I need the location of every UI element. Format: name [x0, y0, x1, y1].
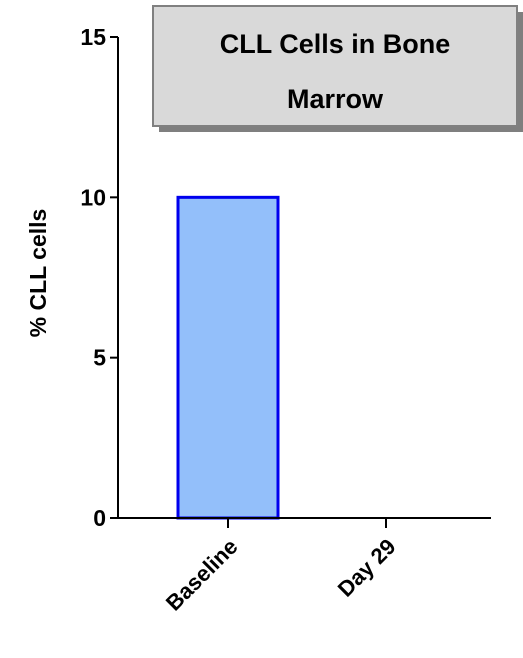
chart-title-line-1: CLL Cells in Bone	[220, 29, 451, 59]
y-tick-label-0: 0	[93, 505, 106, 531]
chart-title-line-2: Marrow	[287, 84, 384, 114]
chart-title-box-frame	[152, 5, 518, 127]
x-tick-label-baseline: Baseline	[161, 534, 243, 616]
bar-baseline	[176, 195, 280, 520]
x-tick-label-day-29: Day 29	[333, 534, 401, 602]
y-axis-label: % CLL cells	[25, 209, 51, 338]
y-tick-label-5: 5	[93, 345, 106, 371]
y-tick-label-15: 15	[80, 24, 106, 50]
chart-title-box: CLL Cells in Bone Marrow	[152, 5, 523, 132]
y-tick-label-10: 10	[80, 184, 106, 210]
